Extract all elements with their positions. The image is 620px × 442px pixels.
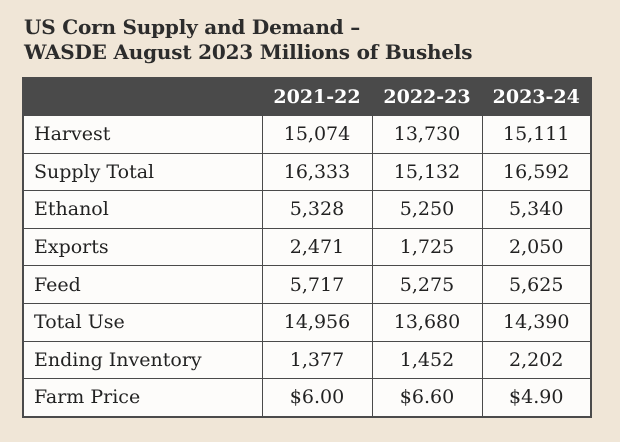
table-title-line-1: US Corn Supply and Demand – [24, 15, 361, 39]
row-label: Feed [22, 265, 263, 304]
header-cell-2022-23: 2022-23 [371, 77, 483, 116]
table-cell: $6.60 [371, 378, 483, 418]
table-row: Exports 2,471 1,725 2,050 [22, 227, 592, 267]
table-title: US Corn Supply and Demand – WASDE August… [24, 15, 604, 65]
table-cell: 13,680 [371, 302, 483, 342]
table-cell: 2,202 [481, 340, 592, 380]
corn-supply-demand-table: 2021-22 2022-23 2023-24 Harvest 15,074 1… [22, 77, 592, 418]
row-label: Exports [22, 227, 263, 267]
table-title-line-2: WASDE August 2023 Millions of Bushels [24, 40, 473, 64]
row-label: Ethanol [22, 190, 263, 229]
table-row: Feed 5,717 5,275 5,625 [22, 265, 592, 304]
table-row: Harvest 15,074 13,730 15,111 [22, 115, 592, 154]
header-cell-2023-24: 2023-24 [481, 77, 592, 116]
header-cell-empty [22, 77, 263, 116]
table-cell: 15,132 [371, 152, 483, 192]
table-cell: 5,340 [481, 190, 592, 229]
row-label: Farm Price [22, 378, 263, 418]
table-row: Total Use 14,956 13,680 14,390 [22, 302, 592, 342]
row-label: Supply Total [22, 152, 263, 192]
row-label: Total Use [22, 302, 263, 342]
table-row: Farm Price $6.00 $6.60 $4.90 [22, 378, 592, 418]
table-cell: 16,592 [481, 152, 592, 192]
table-row: Ethanol 5,328 5,250 5,340 [22, 190, 592, 229]
table-cell: 5,328 [261, 190, 373, 229]
table-cell: 1,725 [371, 227, 483, 267]
row-label: Ending Inventory [22, 340, 263, 380]
table-cell: 5,625 [481, 265, 592, 304]
table-cell: 14,390 [481, 302, 592, 342]
header-row: 2021-22 2022-23 2023-24 [22, 77, 592, 116]
table-row: Supply Total 16,333 15,132 16,592 [22, 152, 592, 192]
table-cell: 15,111 [481, 115, 592, 154]
table-cell: 15,074 [261, 115, 373, 154]
table-cell: 1,452 [371, 340, 483, 380]
table-cell: 16,333 [261, 152, 373, 192]
table-cell: 1,377 [261, 340, 373, 380]
table-cell: $6.00 [261, 378, 373, 418]
table-cell: 5,717 [261, 265, 373, 304]
table-cell: 13,730 [371, 115, 483, 154]
table-row: Ending Inventory 1,377 1,452 2,202 [22, 340, 592, 380]
row-label: Harvest [22, 115, 263, 154]
table-cell: 2,471 [261, 227, 373, 267]
header-cell-2021-22: 2021-22 [261, 77, 373, 116]
table-cell: $4.90 [481, 378, 592, 418]
table-cell: 5,275 [371, 265, 483, 304]
table-cell: 2,050 [481, 227, 592, 267]
table-cell: 5,250 [371, 190, 483, 229]
table-cell: 14,956 [261, 302, 373, 342]
